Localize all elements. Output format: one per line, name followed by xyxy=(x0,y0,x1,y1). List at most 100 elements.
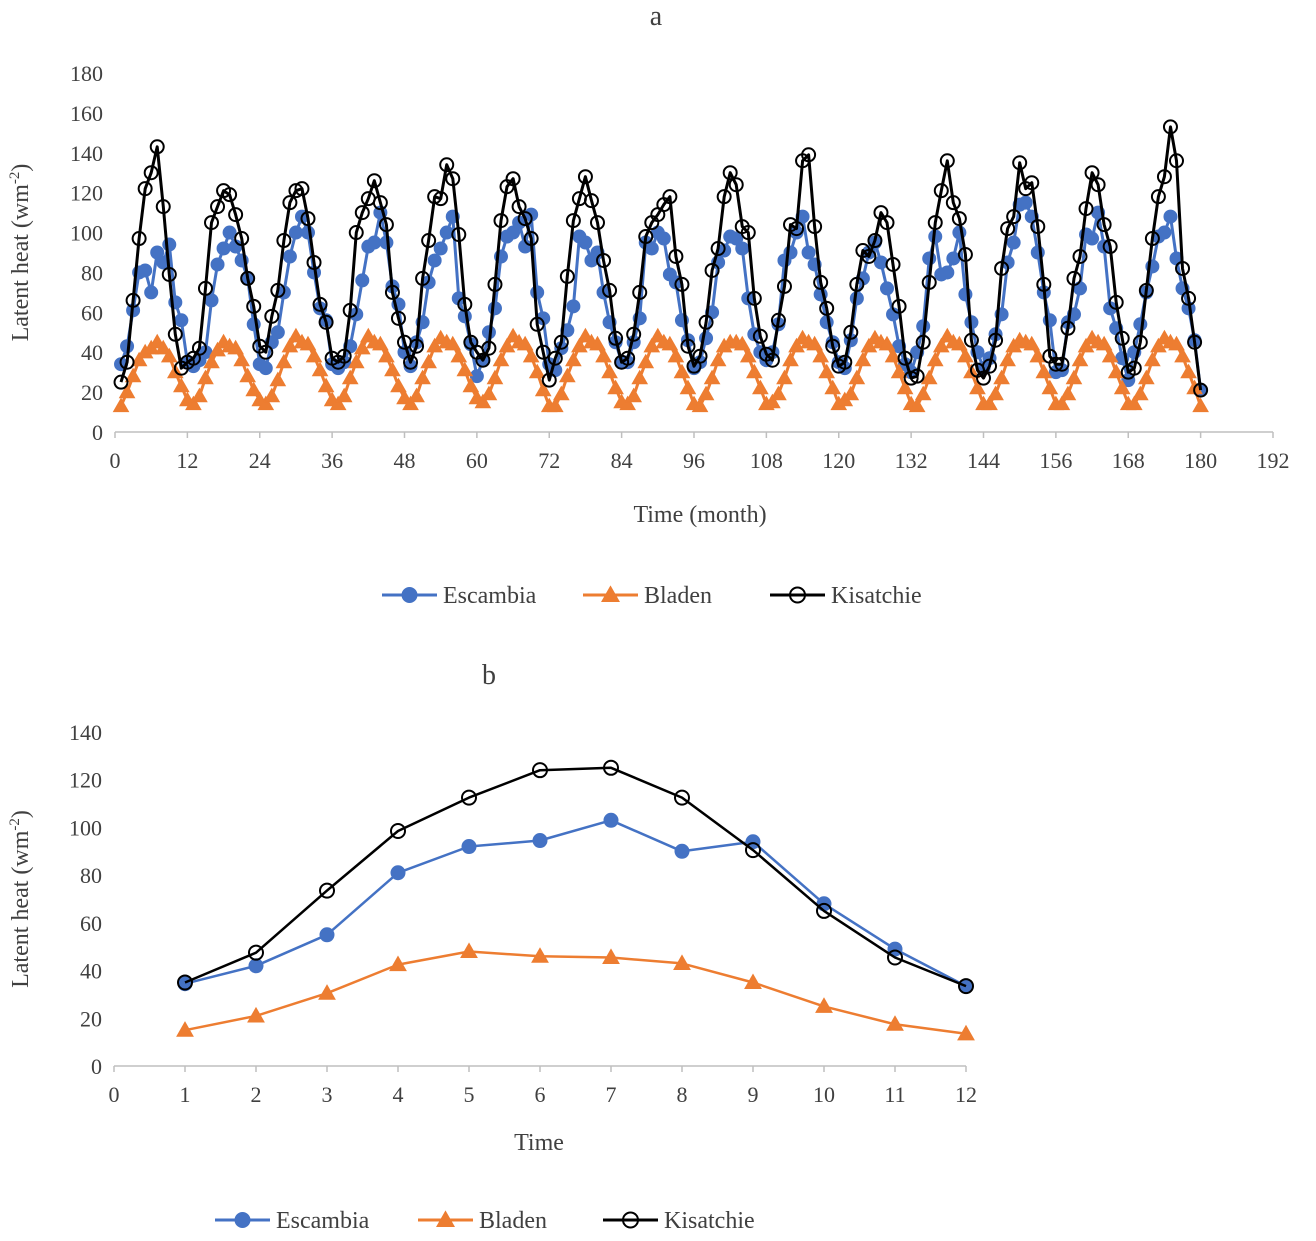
x-tick-label: 192 xyxy=(1257,448,1290,473)
data-point-bladen xyxy=(782,351,799,367)
data-point-bladen xyxy=(926,351,944,367)
data-point-escambia xyxy=(566,299,581,314)
data-point-bladen xyxy=(673,954,691,970)
data-point-bladen xyxy=(815,997,833,1013)
data-point-bladen xyxy=(733,335,751,351)
data-point-kisatchie xyxy=(390,823,406,840)
data-point-kisatchie xyxy=(222,187,238,203)
data-point-kisatchie xyxy=(976,370,991,386)
data-point-kisatchie xyxy=(427,189,443,205)
data-point-bladen xyxy=(565,351,582,367)
data-point-bladen xyxy=(1065,369,1083,385)
x-tick-label: 108 xyxy=(750,448,783,473)
data-point-escambia xyxy=(1157,225,1172,240)
data-point-bladen xyxy=(1077,337,1095,353)
data-point-kisatchie xyxy=(312,296,328,312)
x-tick-label: 72 xyxy=(538,448,560,473)
data-point-bladen xyxy=(969,379,986,395)
data-point-bladen xyxy=(1035,363,1053,379)
data-point-bladen xyxy=(281,337,299,353)
data-point-kisatchie xyxy=(1181,290,1197,306)
data-point-escambia xyxy=(288,225,303,240)
data-point-escambia xyxy=(940,265,955,280)
data-point-kisatchie xyxy=(1150,189,1166,205)
series-kisatchie xyxy=(177,759,974,995)
legend: Escambia Bladen Kisatchie xyxy=(215,1208,755,1234)
data-point-kisatchie xyxy=(801,147,817,163)
legend-marker-kisatchie xyxy=(789,586,806,604)
data-point-kisatchie xyxy=(403,354,419,370)
data-point-kisatchie xyxy=(149,139,165,155)
data-point-kisatchie xyxy=(861,248,877,264)
data-point-kisatchie xyxy=(638,229,654,245)
data-point-bladen xyxy=(1180,363,1197,379)
series-line-bladen xyxy=(184,950,967,1036)
data-point-bladen xyxy=(1029,347,1047,363)
data-point-kisatchie xyxy=(390,310,406,326)
data-point-bladen xyxy=(176,1021,194,1037)
data-point-kisatchie xyxy=(553,334,569,350)
data-point-kisatchie xyxy=(668,248,684,264)
data-point-bladen xyxy=(486,369,504,385)
x-tick-label: 180 xyxy=(1184,448,1217,473)
data-point-kisatchie xyxy=(131,231,147,247)
y-tick-label: 80 xyxy=(80,863,102,888)
data-point-bladen xyxy=(209,341,226,357)
data-point-escambia xyxy=(922,251,937,266)
data-point-kisatchie xyxy=(532,762,548,779)
data-point-kisatchie xyxy=(994,260,1010,276)
data-point-bladen xyxy=(347,353,365,369)
legend-label-bladen: Bladen xyxy=(479,1208,547,1234)
data-point-kisatchie xyxy=(879,215,895,231)
legend-label-escambia: Escambia xyxy=(276,1208,370,1234)
data-point-bladen xyxy=(118,383,136,399)
x-tick-label: 12 xyxy=(955,1082,977,1107)
data-point-kisatchie xyxy=(716,189,732,205)
data-point-bladen xyxy=(534,381,552,397)
data-point-bladen xyxy=(1144,351,1161,367)
data-point-bladen xyxy=(1131,385,1149,401)
data-point-bladen xyxy=(739,347,757,363)
data-point-kisatchie xyxy=(692,348,708,364)
data-point-kisatchie xyxy=(433,191,449,207)
data-point-bladen xyxy=(480,385,498,401)
x-tick-label: 36 xyxy=(321,448,343,473)
data-point-escambia xyxy=(656,231,671,246)
data-point-bladen xyxy=(987,385,1004,401)
data-point-kisatchie xyxy=(155,199,171,215)
data-point-escambia xyxy=(674,843,690,859)
data-point-kisatchie xyxy=(439,157,455,173)
data-point-kisatchie xyxy=(191,340,207,356)
data-point-kisatchie xyxy=(816,902,832,919)
data-point-bladen xyxy=(854,351,872,367)
data-point-kisatchie xyxy=(1138,282,1154,298)
data-point-kisatchie xyxy=(487,276,503,292)
data-point-escambia xyxy=(427,253,442,268)
data-point-kisatchie xyxy=(764,352,780,368)
y-tick-label: 100 xyxy=(69,815,102,840)
data-point-bladen xyxy=(227,339,244,355)
data-point-kisatchie xyxy=(1144,231,1160,247)
data-point-kisatchie xyxy=(982,358,998,374)
data-point-kisatchie xyxy=(674,789,690,806)
data-point-kisatchie xyxy=(957,246,973,262)
data-point-bladen xyxy=(848,369,866,385)
data-point-bladen xyxy=(1059,385,1077,401)
data-point-escambia xyxy=(433,241,448,256)
data-point-kisatchie xyxy=(161,266,177,282)
data-point-kisatchie xyxy=(210,199,226,215)
y-tick-label: 140 xyxy=(69,720,102,745)
y-axis-title-end: ) xyxy=(8,164,34,172)
data-point-kisatchie xyxy=(481,340,497,356)
data-point-bladen xyxy=(920,369,938,385)
data-point-kisatchie xyxy=(372,195,388,211)
data-point-kisatchie xyxy=(933,183,949,199)
data-point-kisatchie xyxy=(704,262,720,278)
data-point-bladen xyxy=(860,337,878,353)
data-point-bladen xyxy=(884,347,902,363)
data-point-kisatchie xyxy=(197,280,213,296)
data-point-escambia xyxy=(461,839,477,855)
data-point-kisatchie xyxy=(602,282,618,298)
data-point-bladen xyxy=(1107,363,1125,379)
